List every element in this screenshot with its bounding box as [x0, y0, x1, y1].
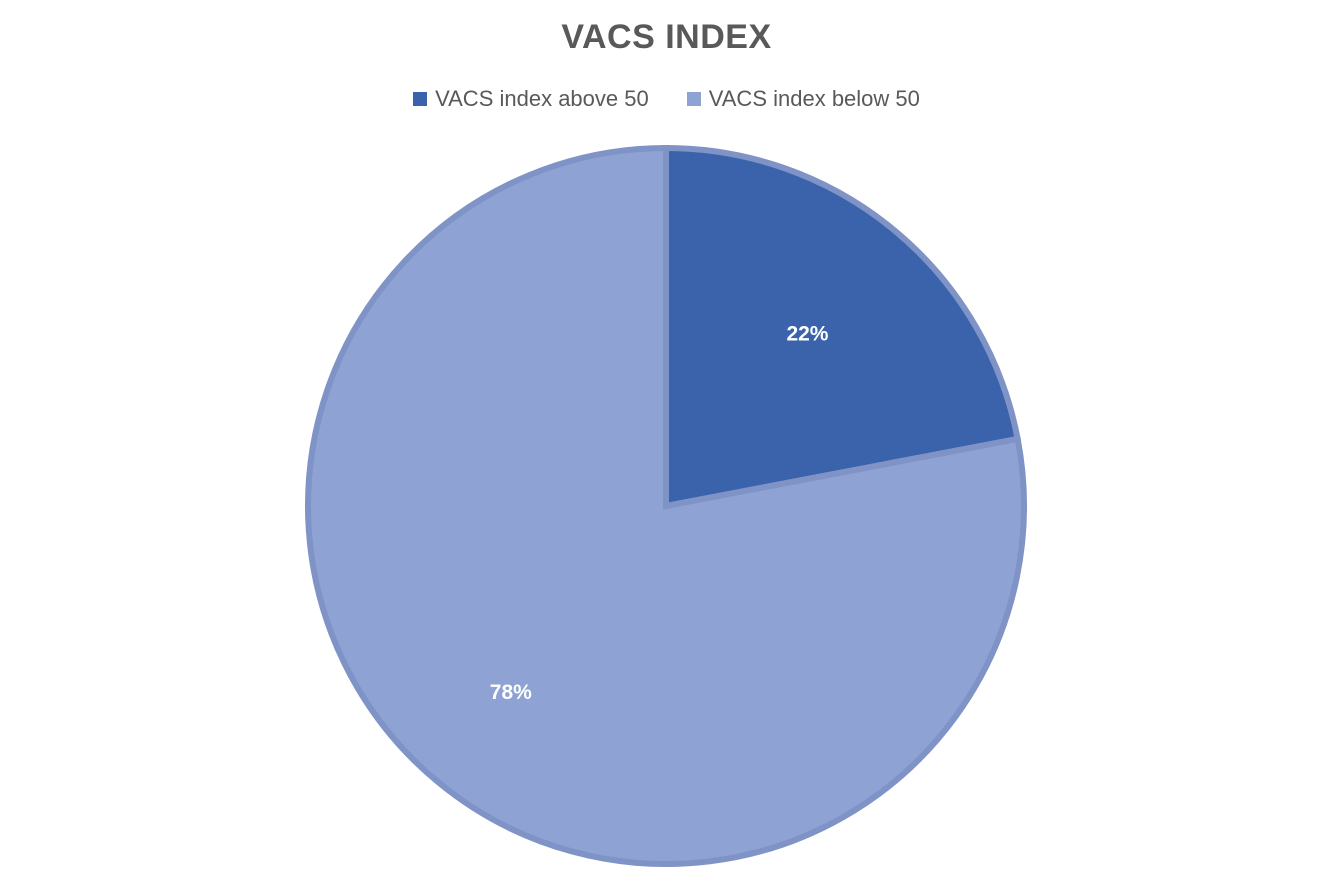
- pie-slice-below-50: [305, 144, 1027, 867]
- legend-label-above-50: VACS index above 50: [435, 86, 649, 111]
- legend: VACS index above 50 VACS index below 50: [0, 86, 1333, 112]
- chart-title: VACS INDEX: [561, 18, 772, 56]
- legend-label-below-50: VACS index below 50: [708, 86, 920, 111]
- legend-swatch-below-50: [686, 92, 701, 106]
- legend-item-above-50: VACS index above 50: [413, 86, 649, 112]
- data-label-below-50: 78%: [490, 681, 532, 704]
- pie-slice-above-50: [663, 144, 1022, 510]
- legend-item-below-50: VACS index below 50: [686, 86, 920, 112]
- legend-swatch-above-50: [413, 92, 428, 106]
- data-label-above-50: 22%: [786, 323, 828, 346]
